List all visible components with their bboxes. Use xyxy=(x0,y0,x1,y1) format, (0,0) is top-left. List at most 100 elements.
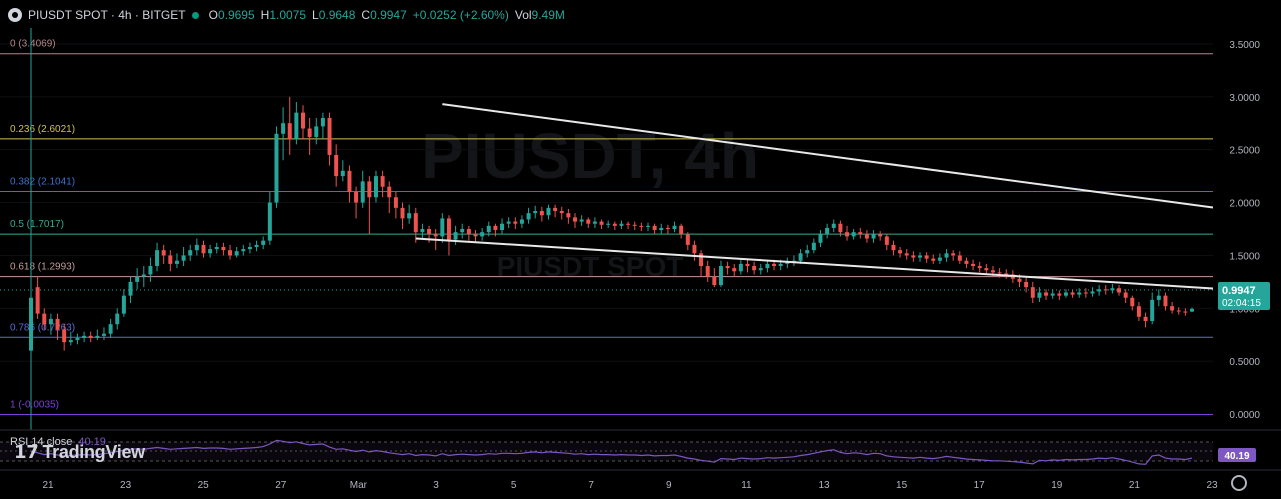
candle-body xyxy=(971,263,976,267)
candle-body xyxy=(712,276,717,286)
candle-body xyxy=(539,211,544,216)
candle-body xyxy=(380,176,385,187)
candle-body xyxy=(201,244,206,254)
rsi-line xyxy=(30,439,1193,465)
candle-body xyxy=(546,207,551,216)
x-tick-label: 5 xyxy=(511,480,517,491)
candle-body xyxy=(1170,306,1175,311)
candle-body xyxy=(314,126,319,137)
candle-body xyxy=(639,225,644,227)
candle-body xyxy=(785,261,790,264)
candle-body xyxy=(1183,311,1188,313)
candle-body xyxy=(997,272,1002,274)
time-axis[interactable]: 21 23 25 27 Mar 3 5 7 9 11 13 15 17 19 21 23 xyxy=(42,480,1218,491)
candle-body xyxy=(725,266,730,269)
candle-body xyxy=(645,225,650,227)
candle-body xyxy=(433,234,438,237)
candle-body xyxy=(75,337,80,341)
candle-body xyxy=(752,266,757,271)
candle-body xyxy=(121,295,126,314)
candle-body xyxy=(772,263,777,267)
symbol-title[interactable]: PIUSDT SPOT · 4h · BITGET xyxy=(28,8,186,22)
candle-body xyxy=(964,260,969,264)
x-tick-label: 7 xyxy=(588,480,594,491)
candle-body xyxy=(765,263,770,269)
candle-body xyxy=(334,154,339,177)
rsi-tag-value: 40.19 xyxy=(1224,451,1249,462)
trendline-lower xyxy=(415,237,1214,290)
candle-body xyxy=(705,266,710,277)
rsi-tag: 40.19 xyxy=(1218,448,1256,462)
candle-body xyxy=(904,253,909,256)
rsi-value: 40.19 xyxy=(78,436,106,448)
candle-body xyxy=(559,211,564,214)
candle-body xyxy=(606,223,611,225)
candle-body xyxy=(287,123,292,140)
candle-body xyxy=(48,318,53,325)
x-tick-label: 25 xyxy=(198,480,210,491)
candle-body xyxy=(944,253,949,258)
candle-body xyxy=(831,223,836,228)
candle-body xyxy=(327,117,332,155)
candle-body xyxy=(778,263,783,267)
candle-body xyxy=(519,219,524,224)
candle-body xyxy=(738,263,743,272)
candle-body xyxy=(1190,308,1194,312)
candle-body xyxy=(805,250,810,254)
rsi-legend[interactable]: RSI 14 close 40.19 xyxy=(10,436,106,448)
x-tick-label: 23 xyxy=(1206,480,1218,491)
candle-body xyxy=(214,246,219,250)
fib-retracement[interactable]: 0 (3.4069) 0.236 (2.6021) 0.382 (2.1041) 0.… xyxy=(0,39,1213,416)
candle-body xyxy=(347,170,352,192)
candle-body xyxy=(407,213,412,219)
candle-body xyxy=(758,268,763,271)
candle-body xyxy=(473,234,478,237)
tradingview-logo[interactable]: 𝟭𝟳 TradingView xyxy=(14,442,145,463)
candle-body xyxy=(294,112,299,140)
candle-body xyxy=(340,170,345,177)
candle-body xyxy=(393,197,398,208)
x-tick-label: 17 xyxy=(974,480,986,491)
candle-body xyxy=(1110,288,1115,291)
settings-gear-icon[interactable] xyxy=(1231,475,1247,491)
candle-body xyxy=(891,244,896,251)
high-label: H xyxy=(260,8,270,22)
candle-body xyxy=(1143,316,1148,322)
trendlines[interactable] xyxy=(415,103,1214,290)
candle-body xyxy=(506,221,511,224)
candle-body xyxy=(301,112,305,129)
candle-body xyxy=(1044,292,1049,296)
candle-body xyxy=(367,181,372,198)
candle-body xyxy=(937,257,942,261)
price-tag-countdown: 02:04:15 xyxy=(1222,298,1261,309)
candle-body xyxy=(672,225,677,229)
candle-body xyxy=(732,268,737,272)
candle-body xyxy=(659,227,664,231)
candle-body xyxy=(845,232,850,237)
candle-body xyxy=(652,225,657,231)
candle-body xyxy=(1030,287,1035,298)
x-tick-label: 15 xyxy=(896,480,908,491)
candle-body xyxy=(115,313,120,325)
x-tick-label: 13 xyxy=(818,480,830,491)
chart-header: PIUSDT SPOT · 4h · BITGET O 0.9695 H 1.007… xyxy=(8,6,565,24)
candle-body xyxy=(1090,291,1095,294)
candle-body xyxy=(373,176,378,198)
candle-body xyxy=(692,244,697,254)
candle-body xyxy=(62,329,67,343)
candle-body xyxy=(745,263,750,267)
price-tag-value: 0.9947 xyxy=(1222,285,1256,297)
candle-body xyxy=(101,333,106,336)
candle-body xyxy=(626,223,631,225)
candle-body xyxy=(1123,292,1128,298)
candle-body xyxy=(573,217,578,222)
candle-body xyxy=(1024,281,1029,288)
tradingview-wordmark: TradingView xyxy=(42,442,145,462)
candle-body xyxy=(1050,293,1055,296)
candle-body xyxy=(612,223,617,226)
x-tick-label: 27 xyxy=(275,480,287,491)
y-tick-label: 1.5000 xyxy=(1229,251,1260,262)
candle-body xyxy=(141,274,146,277)
candle-body xyxy=(566,213,571,218)
